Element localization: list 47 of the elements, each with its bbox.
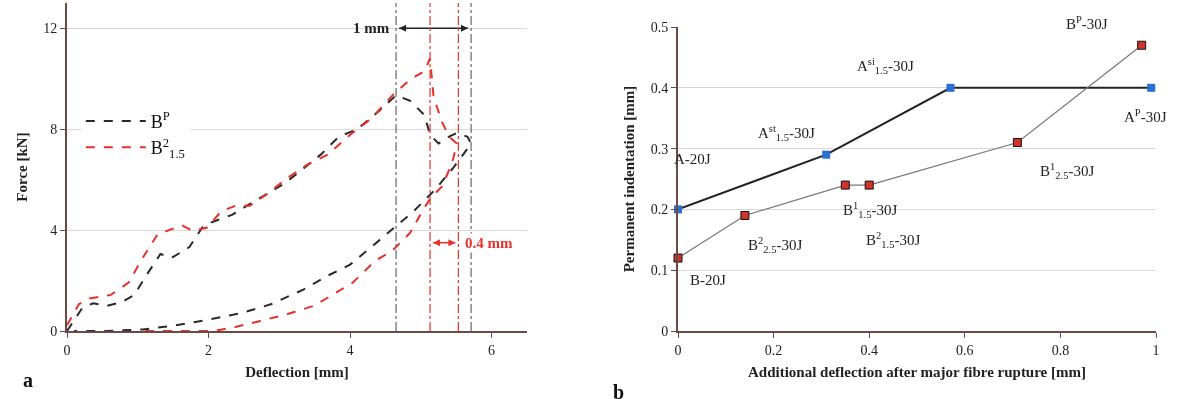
x-axis-title: Deflection [mm] [245, 364, 349, 381]
y-tick-label: 0.5 [650, 19, 669, 35]
y-tick-label: 0.2 [650, 202, 669, 218]
x-axis-title: Additional deflection after major fibre rupture [mm] [747, 364, 1087, 381]
y-axis-title: Force [kN] [13, 132, 30, 202]
y-tick-label: 0.4 [650, 80, 669, 96]
x-tick-label: 6 [488, 342, 496, 358]
text: b [613, 381, 625, 399]
point [740, 210, 750, 220]
x-tick-label: 0.4 [860, 342, 878, 358]
point [822, 150, 831, 159]
x-tick-label: 2 [205, 342, 213, 358]
point [1147, 83, 1156, 92]
annotation: 0.4 mm [465, 235, 513, 251]
annotation: A$^{si}$$_{1.5}$-30J [857, 56, 914, 77]
y-tick-label: 12 [43, 21, 58, 37]
point [673, 253, 683, 263]
x-tick-label: 0.6 [956, 342, 974, 358]
y-tick-label: 0 [50, 323, 58, 339]
annotation: B$^{1}$$_{2.5}$-30J [1040, 161, 1095, 182]
point [946, 83, 955, 92]
x-tick-label: 0.8 [1051, 342, 1070, 358]
x-tick-label: 0 [674, 342, 682, 358]
y-tick-label: 8 [50, 122, 58, 138]
point [864, 180, 874, 190]
annotation: B$^{2}$$_{1.5}$-30J [866, 230, 921, 251]
y-tick-label: 0.1 [650, 263, 669, 279]
annotation: B$^{P}$-30J [1066, 14, 1108, 33]
annotation: B$^{2}$$_{2.5}$-30J [748, 235, 803, 256]
annotation: 1 mm [353, 20, 390, 36]
point [1012, 138, 1022, 148]
annotation: B$^{1}$$_{1.5}$-30J [843, 200, 898, 221]
legend-label: B$^{P}$ [150, 109, 170, 132]
y-axis-title: Permanent indentation [mm] [621, 85, 638, 273]
point [840, 180, 850, 190]
annotation: A$^{P}$-30J [1124, 107, 1167, 126]
x-tick-label: 4 [346, 342, 354, 358]
annotation: A$^{st}$$_{1.5}$-30J [758, 123, 815, 144]
x-tick-label: 0 [63, 342, 71, 358]
y-tick-label: 0.3 [650, 141, 669, 157]
y-tick-label: 4 [50, 222, 58, 238]
point [1137, 40, 1147, 50]
text: a [23, 369, 33, 391]
x-tick-label: 0.2 [764, 342, 783, 358]
x-tick-label: 1 [1152, 342, 1160, 358]
annotation: B-20J [690, 272, 726, 288]
y-tick-label: 0 [661, 323, 669, 339]
